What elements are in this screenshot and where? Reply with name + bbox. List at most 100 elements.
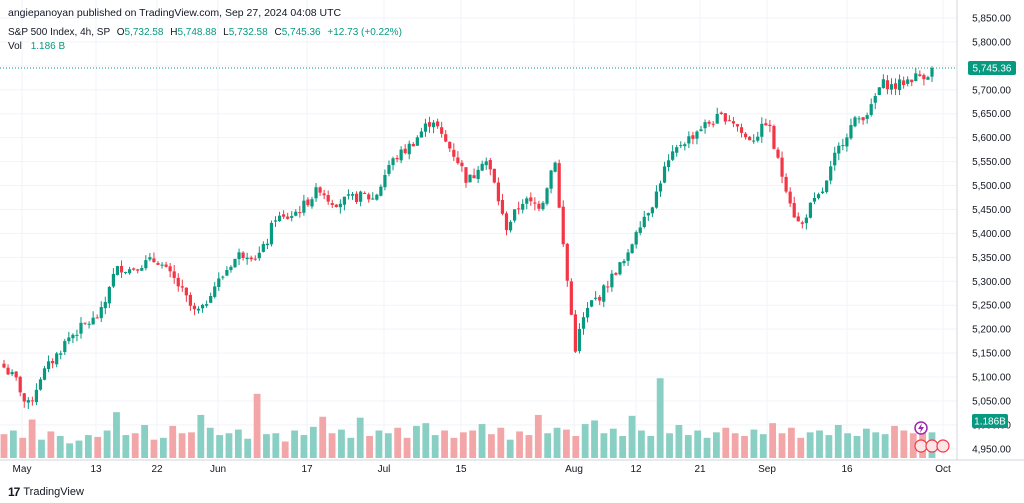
y-tick-label: 5,250.00 xyxy=(972,301,1011,312)
volume-label[interactable]: Vol xyxy=(8,41,22,52)
candle-body xyxy=(200,304,205,309)
candle-body xyxy=(229,266,233,271)
volume-bar xyxy=(244,438,252,458)
volume-bar xyxy=(28,419,36,458)
candle-body xyxy=(808,202,813,218)
chart-grid xyxy=(0,0,957,460)
candle-body xyxy=(504,213,509,231)
volume-bar xyxy=(375,430,383,458)
ohlc-legend: S&P 500 Index, 4h, SP O5,732.58 H5,748.8… xyxy=(8,27,402,38)
candle-body xyxy=(399,149,403,161)
candle-body xyxy=(273,220,278,222)
candle-body xyxy=(342,196,347,205)
volume-bar xyxy=(516,431,523,458)
price-axis[interactable]: 5,850.005,800.005,750.005,700.005,650.00… xyxy=(972,13,1011,455)
candle-body xyxy=(59,353,63,355)
volume-bar xyxy=(38,439,45,458)
candle-body xyxy=(18,376,22,393)
volume-bar xyxy=(450,437,458,458)
candle-body xyxy=(42,368,47,380)
volume-bar xyxy=(150,439,158,458)
candle-body xyxy=(476,169,480,180)
last-price-tag xyxy=(968,61,1016,76)
volume-bar xyxy=(413,425,420,458)
candle-body xyxy=(294,211,298,216)
volume-bar xyxy=(787,427,795,458)
candle-body xyxy=(679,145,683,147)
volume-bar xyxy=(778,433,786,458)
candle-body xyxy=(391,158,395,166)
volume-bar xyxy=(75,440,83,458)
x-tick-label: Jun xyxy=(210,464,226,475)
flag-icon[interactable] xyxy=(914,439,928,453)
candle-body xyxy=(517,208,521,210)
candle-body xyxy=(55,353,59,365)
candle-body xyxy=(233,258,237,268)
candle-body xyxy=(302,200,306,213)
volume-bar xyxy=(281,441,289,458)
candle-body xyxy=(529,197,533,202)
candle-body xyxy=(38,379,43,390)
candle-body xyxy=(914,73,918,82)
candle-body xyxy=(630,244,634,254)
candle-body xyxy=(646,213,650,216)
candle-body xyxy=(748,136,752,141)
candle-body xyxy=(237,252,241,260)
flag-icon[interactable] xyxy=(936,439,950,453)
volume-bar xyxy=(488,434,495,458)
last-price-tag-label: 5,745.36 xyxy=(973,64,1012,75)
high-value: 5,748.88 xyxy=(177,27,217,38)
candle-body xyxy=(395,158,399,160)
volume-bar xyxy=(384,433,392,458)
candle-body xyxy=(902,80,906,86)
candle-body xyxy=(922,75,926,80)
candle-body xyxy=(456,157,460,164)
candle-body xyxy=(768,124,772,127)
x-tick-label: 17 xyxy=(301,464,313,475)
candle-body xyxy=(346,194,351,196)
volume-bar xyxy=(675,425,683,458)
open-label: O xyxy=(116,27,125,38)
candle-body xyxy=(707,121,711,124)
volume-bar xyxy=(666,433,673,458)
tradingview-footer[interactable]: 17 TradingView xyxy=(8,485,84,499)
candle-body xyxy=(148,257,152,260)
candle-body xyxy=(419,131,423,138)
volume-bar xyxy=(759,434,767,458)
flag-icon[interactable] xyxy=(925,439,939,453)
volume-bar xyxy=(94,436,102,458)
candle-body xyxy=(488,160,492,170)
event-icons[interactable] xyxy=(914,421,950,453)
candle-body xyxy=(213,286,217,297)
candle-body xyxy=(103,301,107,309)
candle-body xyxy=(577,328,582,352)
candle-body xyxy=(22,393,26,402)
time-axis[interactable]: May 13 22 Jun 17 Jul 15 Aug 12 21 Sep 16 Oct xyxy=(13,464,951,475)
candle-body xyxy=(715,113,719,124)
candle-body xyxy=(796,216,800,222)
candle-body xyxy=(192,305,197,310)
candle-body xyxy=(837,145,841,154)
y-tick-label: 5,700.00 xyxy=(972,85,1011,96)
candle-body xyxy=(472,175,476,179)
volume-bar xyxy=(103,430,111,458)
candle-body xyxy=(829,166,833,181)
candle-body xyxy=(152,258,156,263)
volume-bar xyxy=(319,416,327,458)
volume-bar xyxy=(234,429,242,458)
symbol-title[interactable]: S&P 500 Index, 4h, SP xyxy=(8,27,110,38)
volume-bar xyxy=(816,430,823,458)
candle-body xyxy=(833,152,837,166)
volume-bar xyxy=(750,429,758,458)
candle-body xyxy=(379,186,383,196)
volume-bar xyxy=(347,437,355,458)
volume-bar xyxy=(19,437,27,458)
high-label: H xyxy=(170,27,178,38)
candle-body xyxy=(857,118,861,120)
last-volume-tag xyxy=(972,414,1008,428)
volume-bar xyxy=(853,436,861,458)
candle-body xyxy=(926,77,930,80)
volume-bar xyxy=(56,436,64,458)
candle-body xyxy=(691,135,695,139)
candle-body xyxy=(277,215,282,222)
